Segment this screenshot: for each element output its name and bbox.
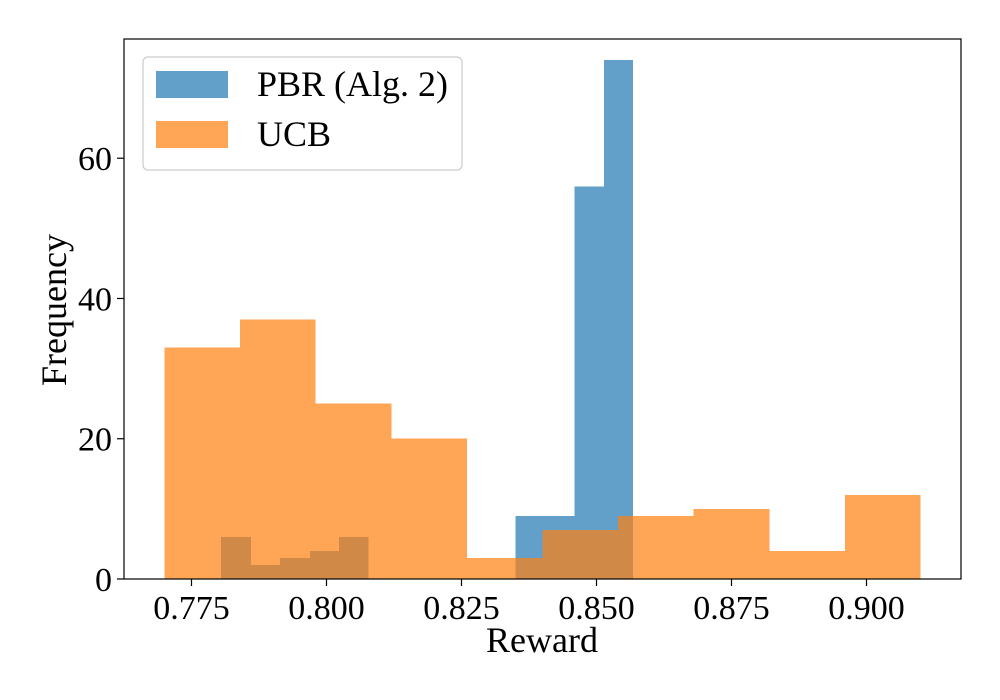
bars-layer — [164, 60, 921, 580]
bar-series-1-bin-4 — [466, 557, 543, 579]
y-tick-label-1: 20 — [78, 422, 112, 459]
bar-series-1-bin-3 — [391, 438, 467, 579]
legend-label-1: UCB — [257, 114, 331, 154]
x-tick-label-3: 0.850 — [558, 590, 635, 627]
y-axis-label: Frequency — [34, 234, 74, 386]
legend-label-0: PBR (Alg. 2) — [257, 64, 448, 104]
bar-series-1-bin-6 — [618, 515, 694, 579]
bar-series-1-bin-1 — [240, 319, 316, 579]
bar-series-1-bin-7 — [693, 508, 770, 579]
x-tick-label-5: 0.900 — [828, 590, 905, 627]
axes-layer: 0.775 0.800 0.825 0.850 0.875 0.900 0 20 40 60 — [78, 38, 962, 627]
bar-series-0-bin-12 — [574, 186, 605, 580]
plot-frame — [123, 38, 962, 580]
bar-series-1-bin-5 — [542, 529, 619, 579]
bar-series-1-bin-0 — [164, 347, 241, 579]
bar-series-0-bin-13 — [604, 60, 634, 580]
x-tick-label-1: 0.800 — [288, 590, 365, 627]
legend-swatch-1 — [156, 121, 228, 148]
y-tick-label-3: 60 — [78, 141, 112, 178]
bar-series-1-bin-8 — [769, 550, 845, 579]
bar-series-1-bin-2 — [315, 403, 392, 579]
x-axis-label: Reward — [486, 620, 598, 660]
legend-swatch-0 — [156, 71, 228, 98]
legend: PBR (Alg. 2) UCB — [142, 56, 463, 171]
y-tick-label-2: 40 — [78, 281, 112, 318]
x-tick-label-0: 0.775 — [153, 590, 230, 627]
bar-series-1-bin-9 — [844, 494, 921, 579]
x-tick-label-2: 0.825 — [423, 590, 500, 627]
x-tick-label-4: 0.875 — [693, 590, 770, 627]
y-tick-label-0: 0 — [95, 562, 112, 599]
